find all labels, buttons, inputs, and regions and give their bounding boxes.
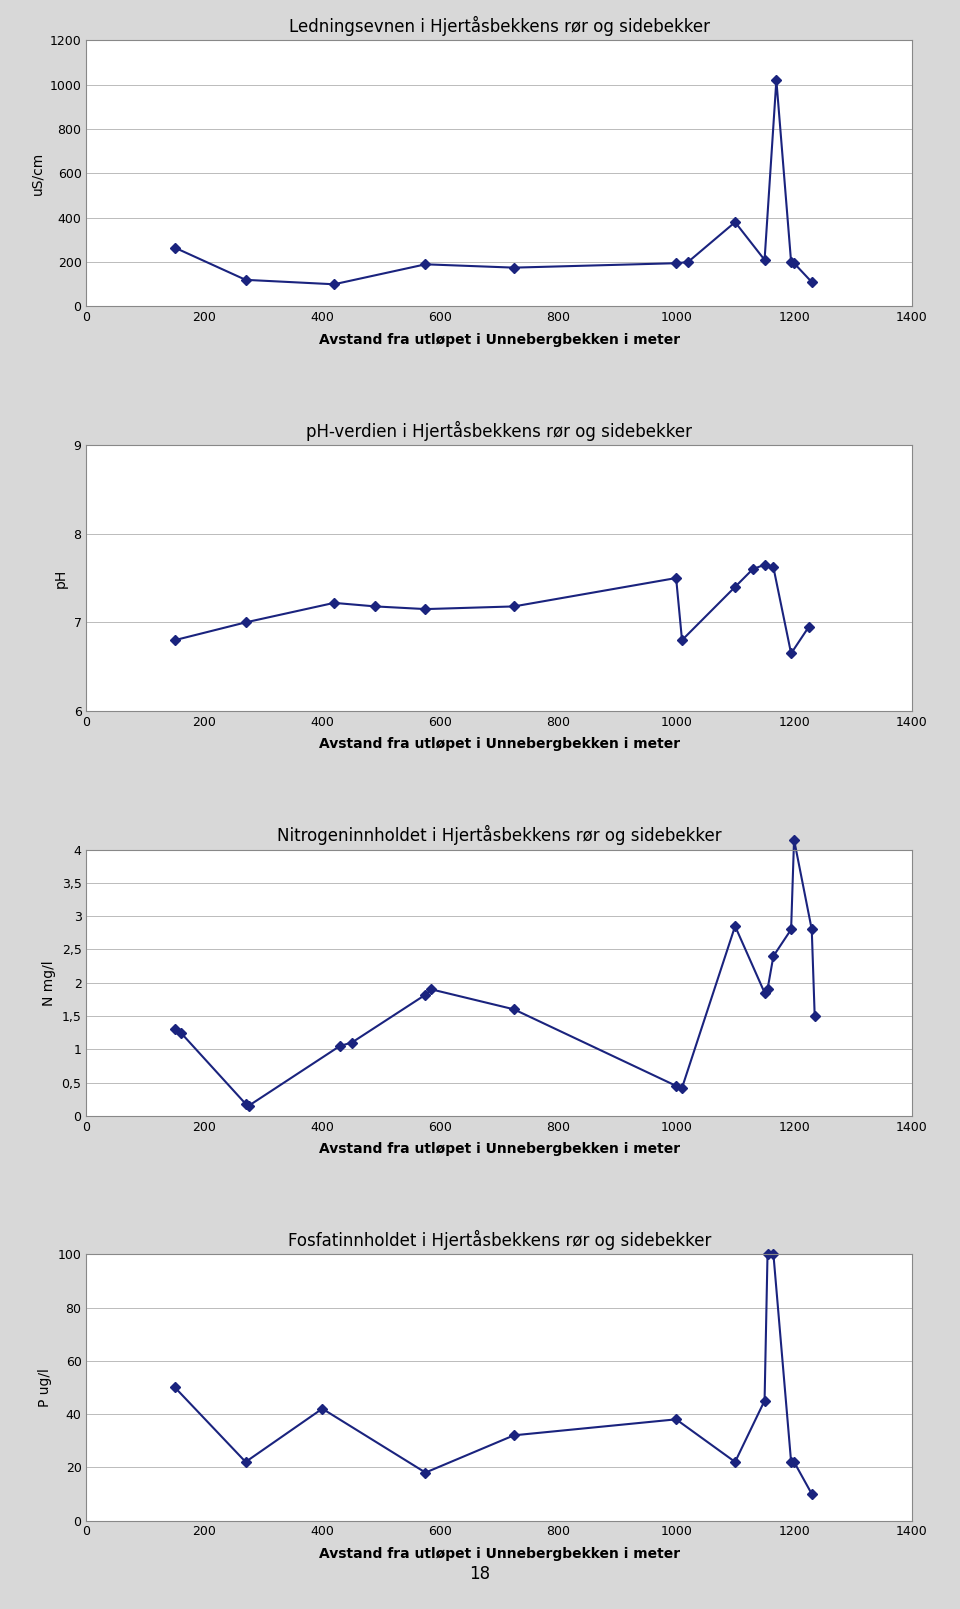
X-axis label: Avstand fra utløpet i Unnebergbekken i meter: Avstand fra utløpet i Unnebergbekken i m… (319, 1142, 680, 1155)
X-axis label: Avstand fra utløpet i Unnebergbekken i meter: Avstand fra utløpet i Unnebergbekken i m… (319, 1546, 680, 1561)
Y-axis label: N mg/l: N mg/l (42, 961, 56, 1006)
X-axis label: Avstand fra utløpet i Unnebergbekken i meter: Avstand fra utløpet i Unnebergbekken i m… (319, 333, 680, 346)
Y-axis label: uS/cm: uS/cm (30, 151, 44, 195)
Title: pH-verdien i Hjertåsbekkens rør og sidebekker: pH-verdien i Hjertåsbekkens rør og sideb… (306, 420, 692, 441)
Text: 18: 18 (469, 1564, 491, 1583)
Y-axis label: pH: pH (54, 568, 68, 587)
Title: Ledningsevnen i Hjertåsbekkens rør og sidebekker: Ledningsevnen i Hjertåsbekkens rør og si… (289, 16, 709, 35)
Title: Fosfatinnholdet i Hjertåsbekkens rør og sidebekker: Fosfatinnholdet i Hjertåsbekkens rør og … (287, 1229, 711, 1250)
X-axis label: Avstand fra utløpet i Unnebergbekken i meter: Avstand fra utløpet i Unnebergbekken i m… (319, 737, 680, 751)
Title: Nitrogeninnholdet i Hjertåsbekkens rør og sidebekker: Nitrogeninnholdet i Hjertåsbekkens rør o… (276, 825, 722, 845)
Y-axis label: P ug/l: P ug/l (38, 1368, 52, 1406)
